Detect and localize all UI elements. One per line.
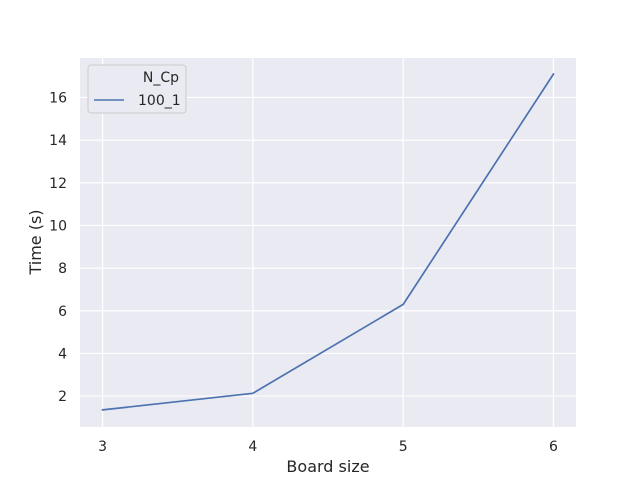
legend-title: N_Cp [143,70,179,86]
x-axis-label: Board size [286,457,369,476]
y-tick-label: 14 [49,133,67,149]
grid-lines [80,58,576,427]
y-tick-label: 16 [49,90,67,106]
legend: N_Cp 100_1 [87,64,187,114]
y-tick-label: 10 [49,218,67,234]
y-tick-label: 2 [58,389,67,405]
x-tick-label: 6 [549,439,558,455]
series-line [101,73,555,411]
data-point [101,409,104,411]
y-tick-label: 6 [58,304,67,320]
x-tick-label: 5 [399,439,408,455]
data-point [252,392,254,395]
tick-labels: 3 4 5 6 2 4 6 8 10 12 14 16 [49,90,558,455]
x-tick-label: 4 [248,439,257,455]
y-tick-label: 8 [58,261,67,277]
y-axis-label: Time (s) [26,209,45,275]
legend-label: 100_1 [138,93,181,109]
y-tick-label: 12 [49,176,67,192]
legend-box [87,64,187,114]
series-layer [101,73,555,411]
plot-area [80,58,576,427]
data-point [552,73,555,75]
data-point [402,303,404,306]
y-tick-label: 4 [58,346,67,362]
x-tick-label: 3 [98,439,107,455]
